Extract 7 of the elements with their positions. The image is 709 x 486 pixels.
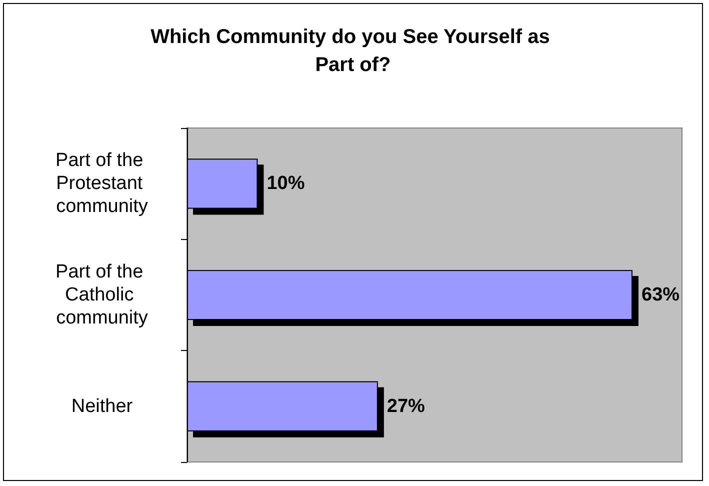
- chart-title: Which Community do you See Yourself as Part of?: [150, 26, 556, 76]
- data-label: 27%: [386, 396, 426, 417]
- y-tick-label: Neither: [71, 396, 134, 417]
- data-label: 63%: [642, 284, 680, 306]
- y-tick-label: Part of the Protestant community: [56, 150, 148, 218]
- data-label: 10%: [266, 173, 305, 194]
- y-tick-label: Part of the Catholic community: [56, 262, 148, 328]
